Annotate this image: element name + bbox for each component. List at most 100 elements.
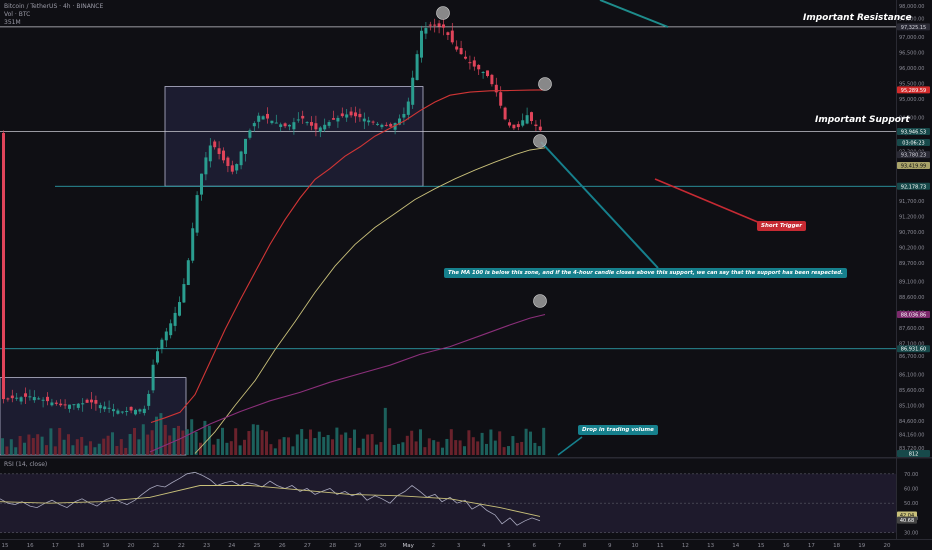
volume-bar xyxy=(58,427,62,455)
volume-bar xyxy=(348,437,352,455)
candle-body xyxy=(442,24,445,28)
candle-body xyxy=(296,119,300,121)
rsi-ma-line xyxy=(0,485,541,517)
candle-body xyxy=(63,404,67,406)
candle-body xyxy=(81,403,85,405)
candle-body xyxy=(147,393,151,406)
candle-body xyxy=(345,114,349,118)
candle-body xyxy=(486,70,489,76)
candle-body xyxy=(415,54,419,81)
candle-body xyxy=(252,123,256,127)
time-tick: 23 xyxy=(203,543,210,549)
time-tick: 18 xyxy=(833,543,840,549)
time-tick: 8 xyxy=(583,543,587,549)
price-tick: 84,160.00 xyxy=(899,433,924,439)
volume-bar xyxy=(370,434,374,455)
price-tag: 93,780.23 xyxy=(897,151,930,159)
time-tick: 26 xyxy=(279,543,286,549)
volume-bar xyxy=(344,432,348,455)
volume-bar xyxy=(493,440,497,455)
volume-bar xyxy=(137,439,141,455)
candle-body xyxy=(32,397,36,401)
volume-bar xyxy=(432,440,436,455)
time-tick: 4 xyxy=(482,543,486,549)
volume-bar xyxy=(163,424,167,455)
candle-body xyxy=(327,122,331,126)
volume-bar xyxy=(260,430,264,455)
candle-body xyxy=(103,406,107,410)
candle-body xyxy=(472,60,476,67)
volume-bar xyxy=(304,438,308,455)
price-tag-label: 92,178.73 xyxy=(901,184,926,190)
volume-bar xyxy=(177,425,180,455)
candle-body xyxy=(525,115,529,124)
candle-body xyxy=(503,107,507,120)
time-tick: 27 xyxy=(304,543,311,549)
time-tick: 15 xyxy=(758,543,765,549)
volume-bar xyxy=(159,413,163,455)
candle-body xyxy=(235,164,239,171)
candle-body xyxy=(481,72,485,74)
candle-body xyxy=(534,124,538,126)
volume-bar xyxy=(375,444,378,455)
candle-body xyxy=(239,151,243,166)
volume-bar xyxy=(388,428,392,455)
price-tag-bg xyxy=(897,182,930,190)
price-tag-label: 88,036.86 xyxy=(901,313,926,319)
candle-body xyxy=(420,30,423,58)
volume-bar xyxy=(75,439,79,455)
time-tick: 3 xyxy=(457,543,461,549)
resistance-label: Important Resistance xyxy=(803,13,912,23)
volume-bar xyxy=(229,441,233,455)
candle-body xyxy=(446,32,450,36)
volume-bar xyxy=(537,446,541,455)
axis-border xyxy=(896,0,897,540)
volume-bar xyxy=(273,448,277,455)
volume-bar xyxy=(335,427,339,455)
candle-body xyxy=(125,411,129,413)
price-tick: 94,400.00 xyxy=(899,115,924,121)
volume-bar xyxy=(141,424,145,455)
candle-body xyxy=(428,24,432,26)
volume-bar xyxy=(150,430,154,455)
short-trigger-arrow xyxy=(654,178,761,224)
candle-body xyxy=(6,398,10,400)
candle-body xyxy=(173,312,177,326)
volume-bar xyxy=(216,438,220,455)
volume-bar xyxy=(458,440,462,455)
volume-bar xyxy=(45,445,48,455)
volume-bar xyxy=(194,431,198,455)
price-tick: 91,200.00 xyxy=(899,215,924,221)
volume-bar xyxy=(467,430,471,455)
volume-bar xyxy=(366,434,370,455)
candle-body xyxy=(477,64,481,70)
volume-bar xyxy=(295,434,299,455)
candle-body xyxy=(244,138,247,154)
panel-divider xyxy=(0,457,932,459)
candle-body xyxy=(437,23,441,27)
volume-bar xyxy=(353,429,356,455)
support-label: Important Support xyxy=(815,115,910,125)
time-tick: 14 xyxy=(732,543,739,549)
volume-bar xyxy=(234,428,238,455)
price-tick: 90,700.00 xyxy=(899,230,924,236)
price-tick: 85,100.00 xyxy=(899,403,924,409)
candle-body xyxy=(314,123,318,130)
moving-averages xyxy=(149,89,546,454)
candle-body xyxy=(41,399,45,401)
candle-body xyxy=(292,122,296,130)
rsi-tick: 60.00 xyxy=(904,486,918,492)
volume-bar xyxy=(414,441,418,455)
candle-body xyxy=(213,141,217,148)
volume-bar xyxy=(441,447,444,455)
volume-bar xyxy=(397,443,400,455)
volume-bar xyxy=(119,439,123,455)
candle-body xyxy=(301,115,305,119)
volume-bar xyxy=(361,438,365,455)
volume-bar xyxy=(256,424,260,455)
candle-body xyxy=(371,121,375,123)
volume-bar xyxy=(436,441,440,455)
candle-body xyxy=(358,113,362,118)
time-tick: 19 xyxy=(858,543,865,549)
candle-body xyxy=(411,77,415,105)
